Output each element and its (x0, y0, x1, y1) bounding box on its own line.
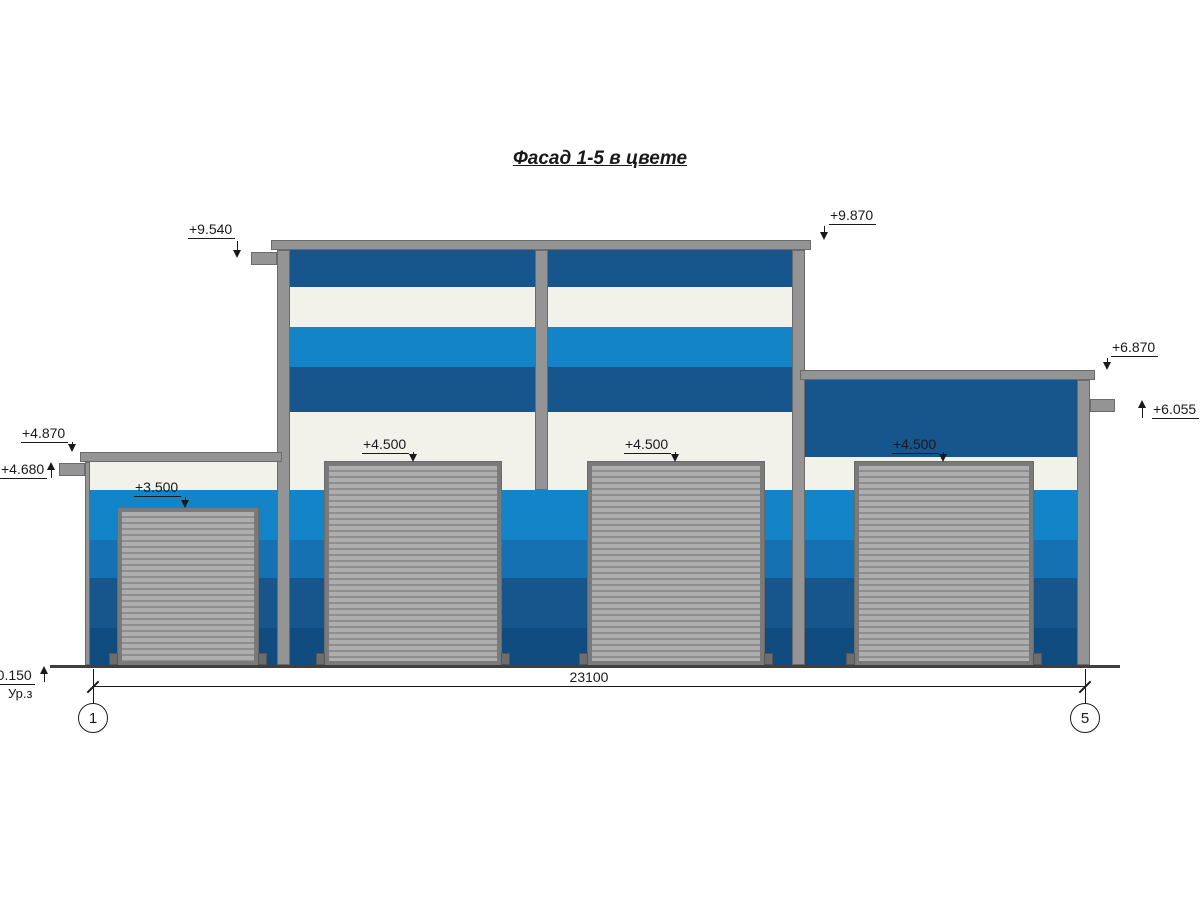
elevation-label-minus-0150: -0.150 (0, 667, 35, 686)
right-wing-pilaster (1077, 380, 1090, 665)
elevation-label-9540: +9.540 (188, 221, 236, 240)
door-guide-block (316, 653, 325, 665)
elevation-label-4680: +4.680 (0, 461, 48, 480)
leader-arrow-up (40, 666, 48, 682)
elevation-label-6055: +6.055 (1152, 401, 1200, 420)
roller-door-2 (325, 462, 501, 665)
leader-arrow-down (68, 442, 76, 452)
leader-arrow-down (820, 226, 828, 240)
drawing-title: Фасад 1-5 в цвете (512, 148, 688, 169)
elevation-label-4500-b: +4.500 (624, 436, 672, 455)
door-guide-block (258, 653, 267, 665)
scupper-pipe-left-wing (59, 463, 85, 476)
tower-middle-pilaster (535, 250, 548, 490)
roller-door-3 (588, 462, 764, 665)
ground-line (50, 665, 1120, 668)
scupper-pipe-tower (251, 252, 277, 265)
leader-arrow-up (1138, 400, 1146, 418)
door-guide-block (579, 653, 588, 665)
axis-number-1: 1 (88, 709, 98, 727)
leader-arrow-down (181, 497, 189, 508)
elevation-label-4870: +4.870 (21, 425, 69, 444)
tower-parapet-cap (271, 240, 811, 250)
leader-arrow-up (47, 462, 55, 478)
facade-stripe-navy (805, 380, 1090, 457)
dimension-value: 23100 (569, 669, 609, 685)
leader-arrow-down (409, 452, 417, 462)
roller-door-4 (855, 462, 1033, 665)
leader-arrow-down (671, 452, 679, 462)
door-guide-block (501, 653, 510, 665)
dimension-line (93, 686, 1085, 687)
scupper-pipe-right-wing (1090, 399, 1115, 412)
door-guide-block (109, 653, 118, 665)
elevation-label-3500: +3.500 (134, 479, 182, 498)
right-wing-parapet-cap (800, 370, 1095, 380)
elevation-label-9870: +9.870 (829, 207, 877, 226)
elevation-label-6870: +6.870 (1111, 339, 1159, 358)
door-guide-block (1033, 653, 1042, 665)
axis-number-5: 5 (1080, 709, 1090, 727)
elevation-label-4500-c: +4.500 (892, 436, 940, 455)
leader-arrow-down (939, 452, 947, 462)
leader-arrow-down (233, 241, 241, 258)
left-wing-parapet-cap (80, 452, 282, 462)
tower-right-pilaster (792, 250, 805, 665)
door-guide-block (764, 653, 773, 665)
roller-door-1 (118, 508, 258, 665)
facade-stripe-white (85, 462, 277, 490)
leader-arrow-down (1103, 358, 1111, 370)
left-wing-edge (85, 462, 90, 665)
elevation-label-4500-a: +4.500 (362, 436, 410, 455)
axis-bubble-5: 5 (1070, 703, 1100, 733)
door-guide-block (846, 653, 855, 665)
axis-bubble-1: 1 (78, 703, 108, 733)
ground-level-label: Ур.з (8, 686, 33, 701)
